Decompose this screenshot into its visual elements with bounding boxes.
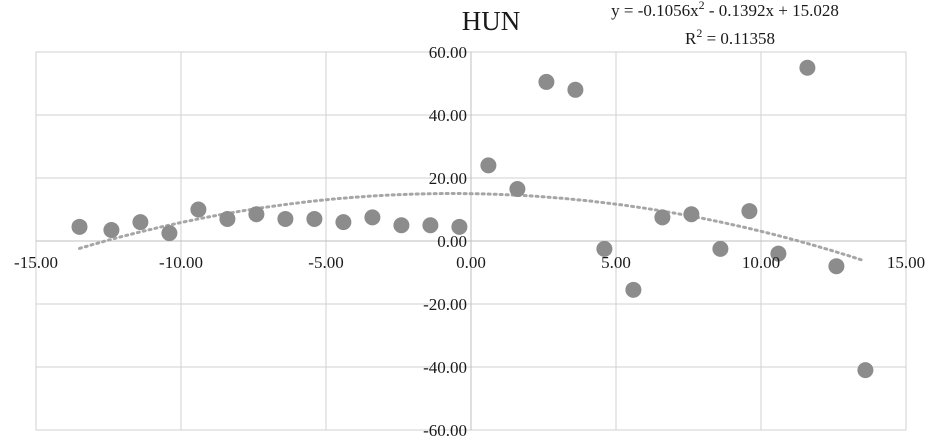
- y-tick-label: -40.00: [423, 358, 467, 377]
- data-point: [683, 206, 700, 223]
- data-point: [799, 59, 816, 76]
- data-points: [71, 59, 874, 379]
- data-point: [248, 206, 265, 223]
- data-point: [654, 209, 671, 226]
- y-tick-label: 0.00: [437, 232, 467, 251]
- data-point: [132, 214, 149, 231]
- y-tick-label: 40.00: [429, 106, 467, 125]
- data-point: [364, 209, 381, 226]
- x-tick-label: -5.00: [308, 253, 343, 272]
- y-tick-label: -20.00: [423, 295, 467, 314]
- axes: [36, 52, 906, 430]
- x-tick-labels: -15.00 -10.00 -5.00 0.00 5.00 10.00 15.00: [14, 253, 925, 272]
- x-tick-label: 5.00: [601, 253, 631, 272]
- x-tick-label: 15.00: [887, 253, 925, 272]
- x-tick-label: -10.00: [159, 253, 203, 272]
- x-tick-label: 10.00: [742, 253, 780, 272]
- data-point: [335, 214, 352, 231]
- data-point: [741, 203, 758, 220]
- data-point: [625, 281, 642, 298]
- y-tick-label: 60.00: [429, 43, 467, 62]
- data-point: [596, 240, 613, 257]
- data-point: [857, 362, 874, 379]
- trendline-group: [78, 192, 864, 262]
- data-point: [480, 157, 497, 174]
- x-tick-label: 0.00: [456, 253, 486, 272]
- data-point: [509, 181, 526, 198]
- data-point: [828, 258, 845, 275]
- data-point: [712, 240, 729, 257]
- data-point: [393, 217, 410, 234]
- trendline-equation: y = -0.1056x2 - 0.1392x + 15.028: [611, 0, 839, 20]
- data-point: [161, 225, 178, 242]
- chart-title: HUN: [462, 6, 521, 36]
- x-tick-label: -15.00: [14, 253, 58, 272]
- data-point: [567, 81, 584, 98]
- data-point: [451, 218, 468, 235]
- y-tick-label: 20.00: [429, 169, 467, 188]
- data-point: [103, 221, 120, 238]
- y-tick-label: -60.00: [423, 421, 467, 440]
- trendline: [78, 192, 864, 262]
- data-point: [770, 245, 787, 262]
- data-point: [538, 73, 555, 90]
- data-point: [71, 218, 88, 235]
- y-tick-labels: 60.00 40.00 20.00 0.00 -20.00 -40.00 -60.00: [423, 43, 467, 440]
- data-point: [190, 201, 207, 218]
- data-point: [306, 210, 323, 227]
- data-point: [219, 210, 236, 227]
- data-point: [277, 210, 294, 227]
- trendline-r-squared: R2 = 0.11358: [685, 26, 775, 48]
- data-point: [422, 217, 439, 234]
